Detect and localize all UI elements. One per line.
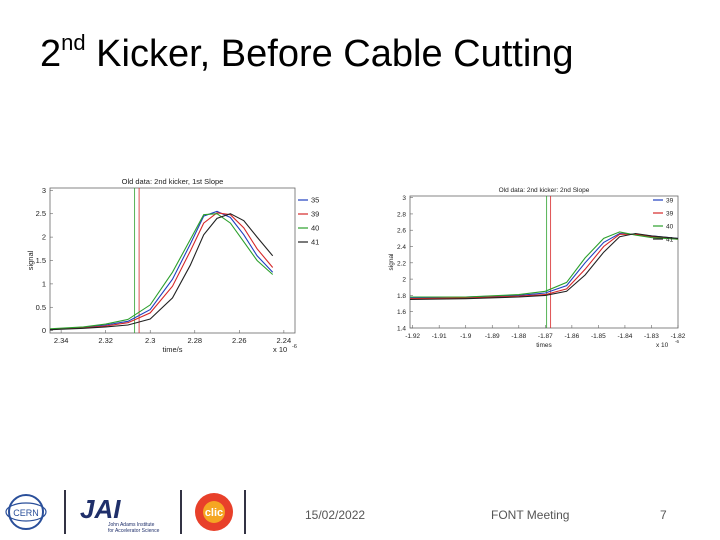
y-tick-label: 1.4	[397, 326, 406, 333]
y-tick-label: 0.5	[36, 303, 46, 312]
title-text: Kicker, Before Cable Cutting	[85, 33, 574, 75]
x-axis-label: time/s	[162, 345, 182, 354]
y-axis-label: signal	[388, 253, 395, 271]
jai-logo: JAI John Adams Institute for Accelerator…	[80, 494, 160, 534]
x-exponent-label: x 10	[656, 342, 669, 349]
y-tick-label: 2.2	[397, 260, 406, 267]
series-line	[49, 213, 274, 330]
plot-frame	[49, 187, 296, 334]
logo-separator	[64, 490, 66, 534]
series-line	[410, 231, 679, 298]
y-tick-label: 1.8	[397, 293, 406, 300]
title-number: 2	[40, 33, 62, 75]
y-tick-label: 2.8	[397, 211, 406, 218]
series-line	[49, 210, 274, 330]
x-tick-label: -1.91	[432, 333, 447, 340]
slide-title: 2nd Kicker, Before Cable Cutting	[40, 30, 574, 76]
chart-second-slope: Old data: 2nd kicker: 2nd Slope-1.92 -1.9…	[388, 187, 686, 349]
x-tick-label: 2.3	[145, 336, 155, 345]
logo-separator	[180, 490, 182, 534]
x-tick-label: 2.24	[277, 336, 292, 345]
cern-logo-text: CERN	[13, 508, 39, 518]
x-tick-label: -1.83	[644, 333, 659, 340]
y-tick-label: 2	[402, 277, 406, 284]
x-exponent-power: -6	[292, 344, 297, 350]
legend-label: 40	[311, 224, 319, 233]
x-tick-label: 2.34	[54, 336, 69, 345]
jai-logo-text: JAI	[80, 494, 121, 524]
x-tick-label: -1.88	[511, 333, 526, 340]
series-line	[409, 232, 679, 301]
y-tick-label: 1.5	[36, 256, 46, 265]
series-line	[49, 212, 274, 330]
x-tick-label: -1.89	[485, 333, 500, 340]
series-line	[49, 213, 274, 331]
title-superscript: nd	[61, 30, 86, 55]
plot-frame	[409, 195, 679, 329]
x-exponent-power: -6	[675, 339, 679, 344]
x-tick-label: -1.92	[405, 333, 420, 340]
y-tick-label: 0	[42, 326, 46, 335]
y-tick-label: 1	[42, 279, 46, 288]
x-tick-label: -1.87	[538, 333, 553, 340]
chart-title: Old data: 2nd kicker: 2nd Slope	[499, 187, 590, 194]
y-tick-label: 3	[42, 186, 46, 195]
y-tick-label: 2	[42, 233, 46, 242]
footer-date: 15/02/2022	[305, 508, 366, 522]
jai-logo-subtitle-2: for Accelerator Science	[108, 528, 160, 534]
legend-label: 41	[666, 237, 674, 244]
legend-label: 41	[311, 238, 319, 247]
y-axis-label: signal	[26, 250, 35, 270]
legend-label: 35	[311, 196, 319, 205]
x-tick-label: 2.32	[98, 336, 113, 345]
logo-separator	[244, 490, 246, 534]
x-tick-label: -1.9	[460, 333, 472, 340]
footer-page-number: 7	[660, 508, 667, 522]
y-tick-label: 2.6	[397, 228, 406, 235]
cern-logo: CERN	[5, 494, 47, 530]
footer-logos: CERN JAI John Adams Institute for Accele…	[5, 493, 233, 534]
clic-logo: clic	[195, 493, 233, 531]
y-tick-label: 1.6	[397, 309, 406, 316]
series-line	[409, 233, 679, 300]
x-axis-label: times	[536, 342, 552, 349]
x-tick-label: 2.28	[187, 336, 202, 345]
x-tick-label: -1.82	[671, 333, 686, 340]
footer-meeting: FONT Meeting	[491, 508, 570, 522]
chart-title: Old data: 2nd kicker, 1st Slope	[122, 177, 224, 186]
x-tick-label: -1.86	[564, 333, 579, 340]
legend-label: 40	[666, 224, 674, 231]
x-tick-label: 2.26	[232, 336, 247, 345]
clic-logo-text: clic	[205, 507, 223, 519]
y-tick-label: 2.4	[397, 244, 406, 251]
x-tick-label: -1.85	[591, 333, 606, 340]
y-tick-label: 3	[402, 195, 406, 202]
legend-label: 39	[666, 198, 674, 205]
legend-label: 39	[311, 210, 319, 219]
x-exponent-label: x 10	[273, 345, 287, 354]
y-tick-label: 2.5	[36, 209, 46, 218]
x-tick-label: -1.84	[618, 333, 633, 340]
jai-logo-subtitle-1: John Adams Institute	[108, 522, 155, 528]
legend-label: 39	[666, 211, 674, 218]
